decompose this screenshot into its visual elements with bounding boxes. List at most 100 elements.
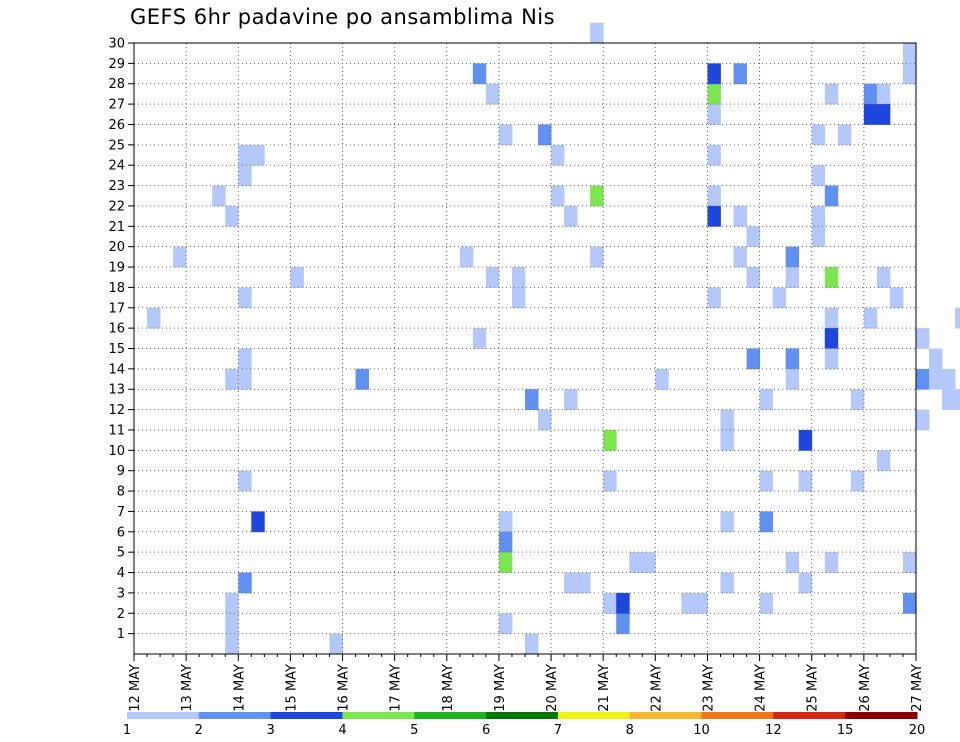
heatmap-cell: [746, 226, 760, 248]
y-axis: 1234567891011121314151617181920212223242…: [108, 37, 134, 642]
heatmap-cell: [916, 328, 930, 349]
heatmap-cell: [538, 409, 552, 431]
heatmap-cell: [837, 124, 852, 146]
heatmap-cell: [707, 185, 721, 207]
heatmap-cell: [759, 470, 774, 492]
heatmap-cell: [590, 22, 604, 44]
chart-title: GEFS 6hr padavine po ansamblima Nis: [130, 5, 556, 29]
legend-label: 10: [693, 723, 710, 738]
heatmap-cell: [863, 104, 878, 125]
heatmap-cell: [798, 470, 813, 492]
y-tick-label: 17: [108, 301, 125, 316]
y-tick-label: 14: [108, 362, 125, 377]
x-tick-label: 27 MAY: [910, 664, 925, 712]
heatmap-cell: [759, 511, 774, 533]
heatmap-cell: [251, 511, 265, 533]
legend-swatch: [701, 712, 774, 719]
heatmap-cell: [811, 165, 826, 186]
heatmap-cell: [902, 552, 917, 573]
heatmap-cell: [733, 205, 747, 227]
x-tick-label: 12 MAY: [128, 664, 143, 712]
y-tick-label: 9: [117, 464, 125, 479]
y-tick-label: 27: [108, 98, 125, 113]
x-tick-label: 17 MAY: [389, 664, 404, 712]
heatmap-cell: [759, 592, 774, 614]
y-tick-label: 1: [117, 627, 125, 642]
heatmap-cell: [824, 307, 839, 329]
y-tick-label: 28: [108, 77, 125, 92]
legend-swatch: [414, 712, 487, 719]
heatmap-cell: [329, 633, 343, 655]
heatmap-cell: [238, 287, 252, 309]
heatmap-cell: [707, 104, 721, 125]
y-tick-label: 21: [108, 220, 125, 235]
y-tick-label: 13: [108, 383, 125, 398]
heatmap-cell: [251, 144, 265, 166]
legend-swatch: [557, 712, 631, 719]
heatmap-cell: [498, 552, 513, 573]
heatmap-cell: [798, 429, 813, 451]
legend-label: 4: [338, 723, 346, 738]
heatmap-cell: [863, 83, 878, 105]
heatmap-cell: [485, 83, 500, 105]
legend-label: 15: [837, 723, 854, 738]
heatmap-cell: [511, 287, 526, 309]
heatmap-cell: [498, 511, 513, 533]
heatmap-cell: [603, 429, 617, 451]
legend-swatch: [198, 712, 272, 719]
heatmap-cell: [225, 613, 239, 635]
y-tick-label: 23: [108, 179, 125, 194]
heatmap-cell: [772, 287, 787, 309]
heatmap-cell: [472, 63, 487, 85]
y-tick-label: 20: [108, 240, 125, 255]
heatmap-cell: [707, 83, 721, 105]
heatmap-cell: [824, 552, 839, 573]
heatmap-cell: [459, 246, 474, 268]
heatmap-cell: [811, 124, 826, 146]
heatmap-cell: [824, 348, 839, 370]
legend-label: 3: [266, 723, 274, 738]
heatmap-cell: [225, 592, 239, 614]
heatmap-cell: [642, 552, 656, 573]
x-tick-label: 13 MAY: [180, 664, 195, 712]
heatmap-cell: [785, 348, 800, 370]
heatmap-cell: [212, 185, 226, 207]
heatmap-cell: [902, 592, 917, 614]
heatmap-cell: [238, 165, 252, 186]
x-tick-label: 19 MAY: [493, 664, 508, 712]
heatmap-cell: [942, 368, 956, 390]
x-tick-label: 18 MAY: [441, 664, 456, 712]
x-tick-label: 15 MAY: [284, 664, 299, 712]
x-tick-label: 21 MAY: [597, 664, 612, 712]
heatmap-cell: [564, 205, 578, 227]
legend-label: 20: [909, 723, 926, 738]
heatmap-cell: [290, 267, 304, 288]
y-tick-label: 26: [108, 118, 125, 133]
legend-label: 8: [626, 723, 634, 738]
heatmap-cell: [498, 531, 513, 553]
heatmap-cell: [955, 307, 960, 329]
heatmap-cell: [238, 144, 252, 166]
heatmap-cell: [564, 389, 578, 410]
heatmap-cell: [225, 205, 239, 227]
heatmap-cell: [577, 572, 591, 594]
heatmap-cell: [876, 83, 891, 105]
heatmap-cell: [942, 389, 956, 410]
heatmap-cell: [707, 205, 721, 227]
y-tick-label: 30: [108, 37, 125, 52]
heatmap-cell: [824, 185, 839, 207]
heatmap-cell: [225, 633, 239, 655]
heatmap-cell: [850, 470, 865, 492]
heatmap-cell: [929, 348, 943, 370]
heatmap-cell: [355, 368, 369, 390]
heatmap-cell: [876, 450, 891, 472]
y-tick-label: 3: [117, 586, 125, 601]
heatmap-cell: [850, 389, 865, 410]
y-tick-label: 4: [117, 566, 125, 581]
legend-label: 1: [123, 723, 131, 738]
heatmap-cell: [629, 552, 643, 573]
heatmap-cell: [720, 429, 734, 451]
heatmap-cell: [720, 572, 734, 594]
heatmap-cell: [551, 185, 565, 207]
